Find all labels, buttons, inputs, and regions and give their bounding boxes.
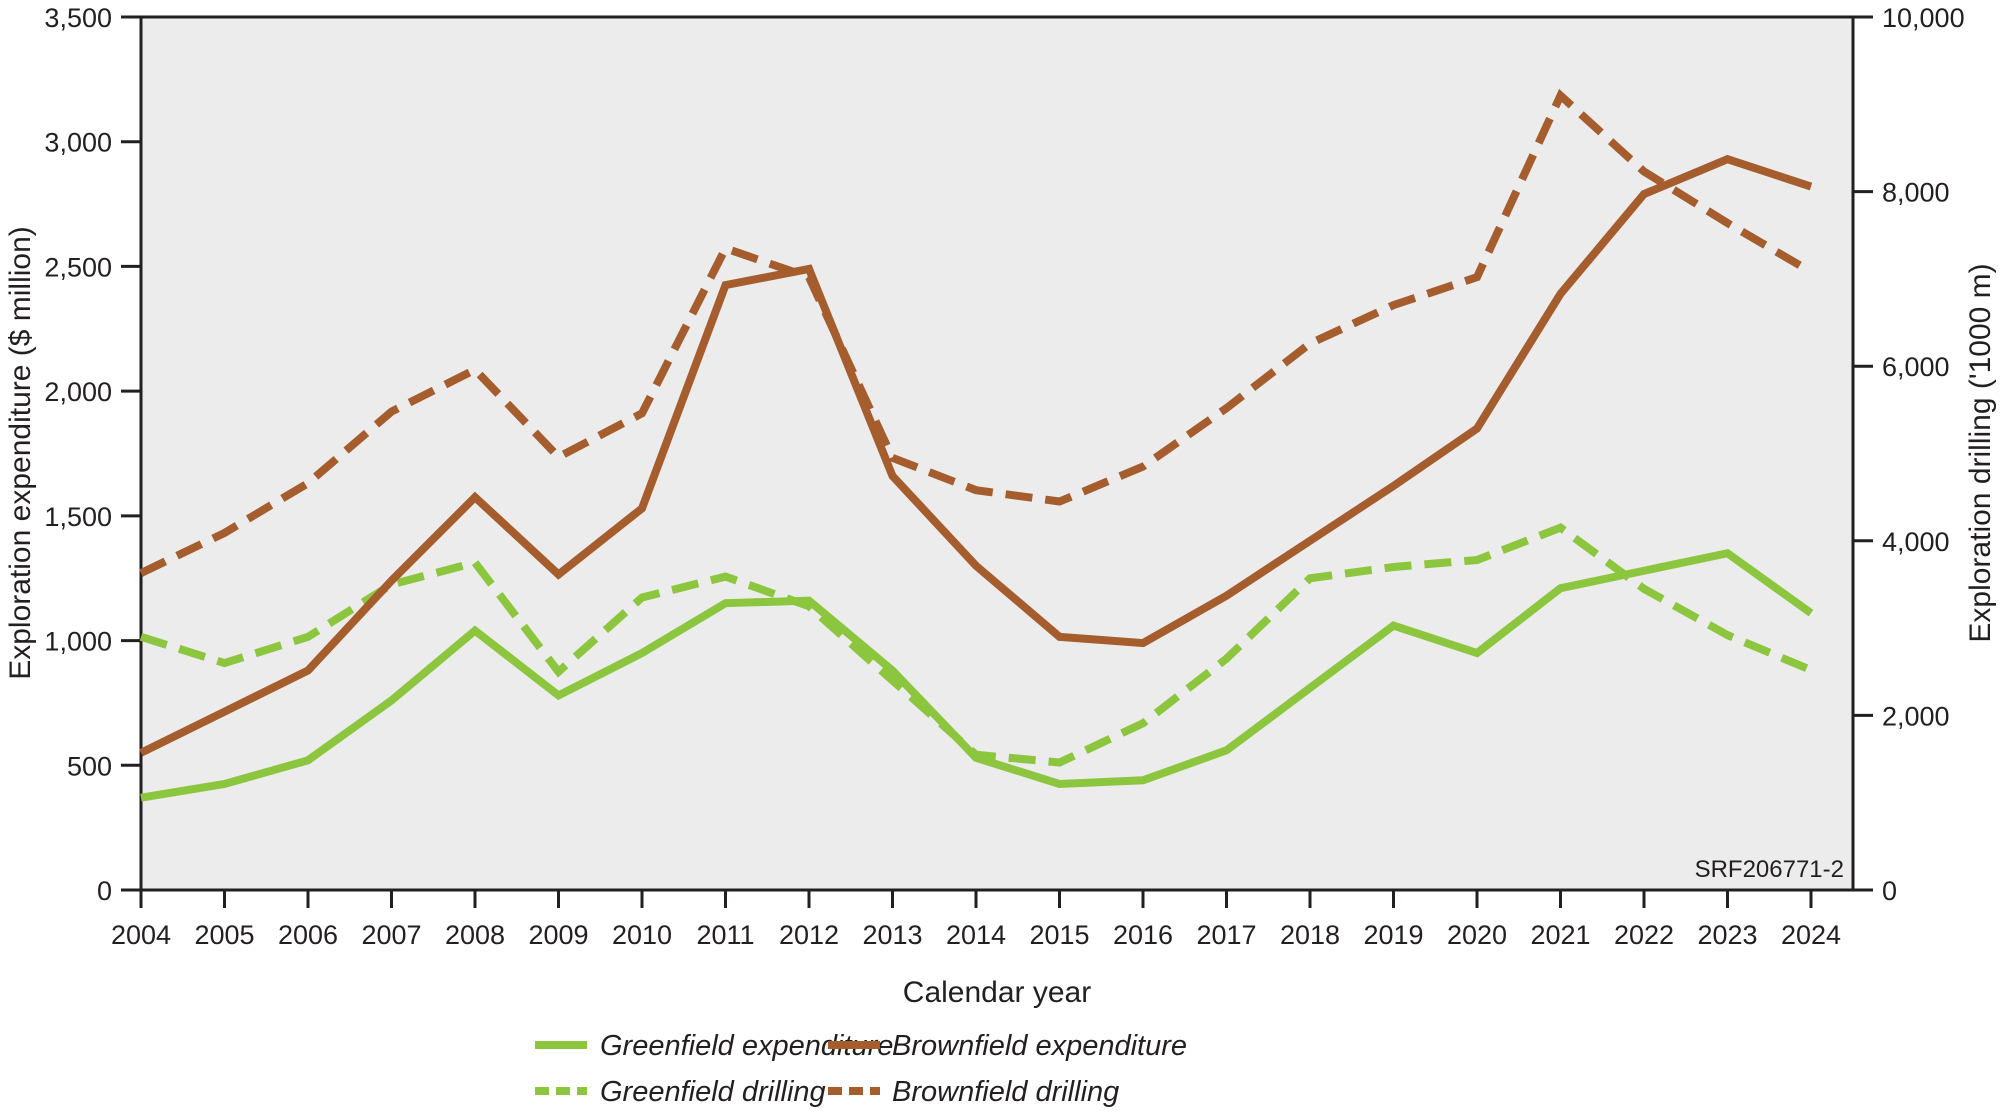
left-axis-tick-label: 2,500 <box>44 252 112 282</box>
left-axis-tick-label: 2,000 <box>44 377 112 407</box>
plot-area <box>139 15 1855 892</box>
x-axis-year-label: 2007 <box>361 920 421 950</box>
series-lines <box>139 88 1814 802</box>
x-axis-year-label: 2014 <box>946 920 1006 950</box>
right-axis-tick-label: 8,000 <box>1882 178 1950 208</box>
x-axis-ticks: 2004 2005 2006 2007 2008 2009 2010 2011 2012 2013… <box>111 890 1841 950</box>
x-axis-year-label: 2008 <box>445 920 505 950</box>
left-axis-tick-label: 1,500 <box>44 502 112 532</box>
legend-label-greenfield-drilling: Greenfield drilling <box>600 1076 826 1108</box>
x-axis-year-label: 2005 <box>194 920 254 950</box>
right-axis-tick-label: 4,000 <box>1882 527 1950 557</box>
x-axis-year-label: 2013 <box>862 920 922 950</box>
x-axis-year-label: 2006 <box>278 920 338 950</box>
right-axis-ticks: 0 2,000 4,000 6,000 8,000 10,000 <box>1853 3 1965 906</box>
x-axis-title: Calendar year <box>903 976 1091 1009</box>
left-axis-tick-label: 3,000 <box>44 128 112 158</box>
x-axis-year-label: 2019 <box>1363 920 1423 950</box>
legend-label-brownfield-drilling: Brownfield drilling <box>892 1076 1119 1108</box>
x-axis-year-label: 2022 <box>1614 920 1674 950</box>
left-axis-tick-label: 3,500 <box>44 3 112 33</box>
right-axis-tick-label: 2,000 <box>1882 701 1950 731</box>
x-axis-year-label: 2016 <box>1113 920 1173 950</box>
right-axis-tick-label: 10,000 <box>1882 3 1965 33</box>
series-line-brownfield-expenditure <box>139 154 1813 757</box>
left-axis-title: Exploration expenditure ($ million) <box>4 226 37 680</box>
x-axis-year-label: 2012 <box>779 920 839 950</box>
x-axis-year-label: 2015 <box>1029 920 1089 950</box>
x-axis-year-label: 2004 <box>111 920 171 950</box>
series-line-brownfield-drilling <box>139 88 1814 577</box>
x-axis-year-label: 2020 <box>1447 920 1507 950</box>
x-axis-year-label: 2009 <box>528 920 588 950</box>
x-axis-year-label: 2018 <box>1280 920 1340 950</box>
x-axis-year-label: 2017 <box>1196 920 1256 950</box>
x-axis-year-label: 2021 <box>1530 920 1590 950</box>
x-axis-year-label: 2023 <box>1697 920 1757 950</box>
left-axis-tick-label: 1,000 <box>44 627 112 657</box>
left-axis-tick-label: 500 <box>67 751 112 781</box>
x-axis-year-label: 2010 <box>612 920 672 950</box>
series-line-greenfield-expenditure <box>140 548 1814 802</box>
chart-note: SRF206771-2 <box>1695 856 1844 883</box>
x-axis-year-label: 2011 <box>696 920 754 950</box>
x-axis-year-label: 2024 <box>1781 920 1841 950</box>
left-axis-tick-label: 0 <box>97 876 112 906</box>
right-axis-tick-label: 6,000 <box>1882 352 1950 382</box>
left-axis-ticks: 0 500 1,000 1,500 2,000 2,500 3,000 3,500 <box>44 3 141 906</box>
right-axis-title: Exploration drilling ('1000 m) <box>1964 263 1997 642</box>
right-axis-tick-label: 0 <box>1882 876 1897 906</box>
legend-label-brownfield-expenditure: Brownfield expenditure <box>892 1030 1187 1062</box>
